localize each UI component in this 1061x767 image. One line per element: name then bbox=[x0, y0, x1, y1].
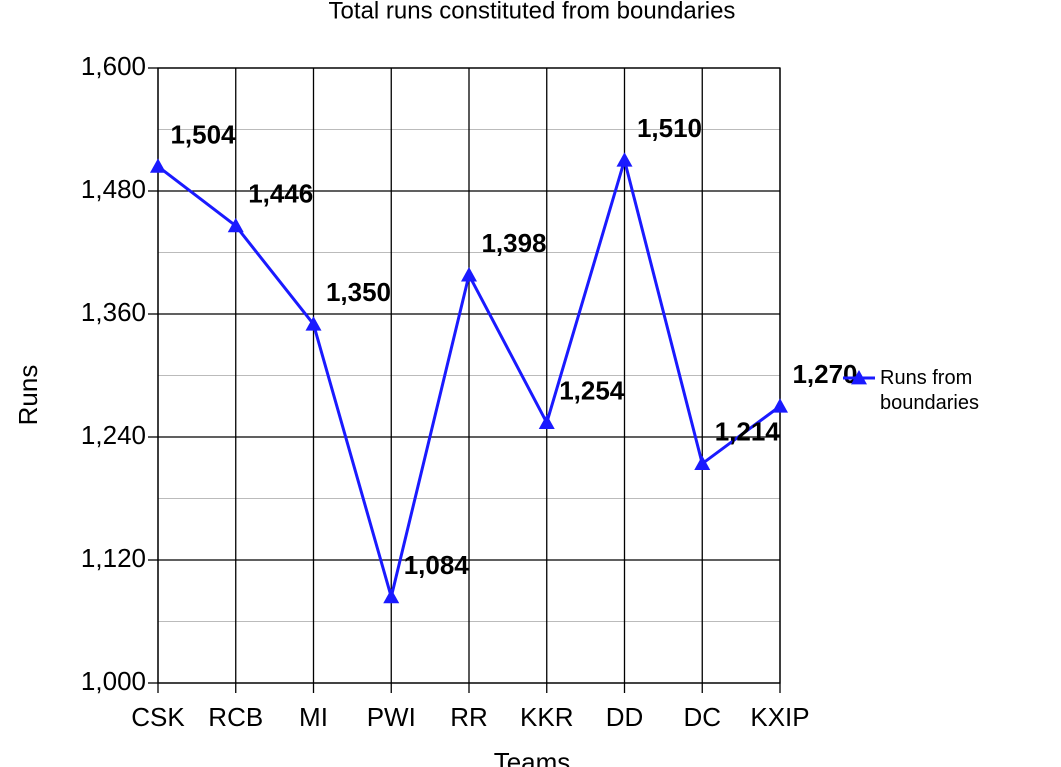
data-label: 1,214 bbox=[715, 417, 781, 447]
data-label: 1,398 bbox=[481, 228, 546, 258]
data-label: 1,084 bbox=[404, 550, 470, 580]
y-tick-label: 1,360 bbox=[81, 297, 146, 327]
y-tick-label: 1,120 bbox=[81, 543, 146, 573]
marker bbox=[227, 217, 244, 233]
marker bbox=[616, 152, 633, 167]
x-tick-label: RCB bbox=[208, 702, 263, 732]
x-tick-label: MI bbox=[299, 702, 328, 732]
legend-label: Runs from boundaries bbox=[880, 367, 979, 414]
chart-title: Total runs constituted from boundaries bbox=[329, 0, 736, 24]
marker bbox=[694, 455, 711, 471]
x-tick-label: DC bbox=[683, 702, 721, 732]
data-label: 1,446 bbox=[248, 179, 313, 209]
y-axis-label: Runs bbox=[13, 365, 43, 426]
plot-border bbox=[157, 67, 781, 684]
x-tick-label: KXIP bbox=[750, 702, 809, 732]
data-label: 1,504 bbox=[170, 119, 236, 149]
data-label: 1,254 bbox=[559, 376, 625, 406]
x-tick-label: CSK bbox=[131, 702, 185, 732]
marker bbox=[150, 158, 166, 173]
y-tick-label: 1,000 bbox=[81, 666, 146, 696]
marker bbox=[461, 267, 477, 282]
marker bbox=[305, 316, 322, 331]
marker bbox=[538, 414, 555, 430]
y-tick-label: 1,600 bbox=[81, 51, 146, 81]
marker bbox=[383, 588, 400, 604]
marker bbox=[772, 398, 788, 413]
x-axis-label: Teams bbox=[494, 747, 571, 767]
data-label: 1,270 bbox=[792, 359, 857, 389]
x-tick-label: RR bbox=[450, 702, 488, 732]
legend-marker bbox=[851, 370, 867, 385]
data-label: 1,350 bbox=[326, 277, 391, 307]
data-label: 1,510 bbox=[637, 113, 702, 143]
y-tick-label: 1,240 bbox=[81, 420, 146, 450]
x-tick-label: DD bbox=[606, 702, 644, 732]
y-tick-label: 1,480 bbox=[81, 174, 146, 204]
x-tick-label: KKR bbox=[520, 702, 573, 732]
x-tick-label: PWI bbox=[367, 702, 416, 732]
